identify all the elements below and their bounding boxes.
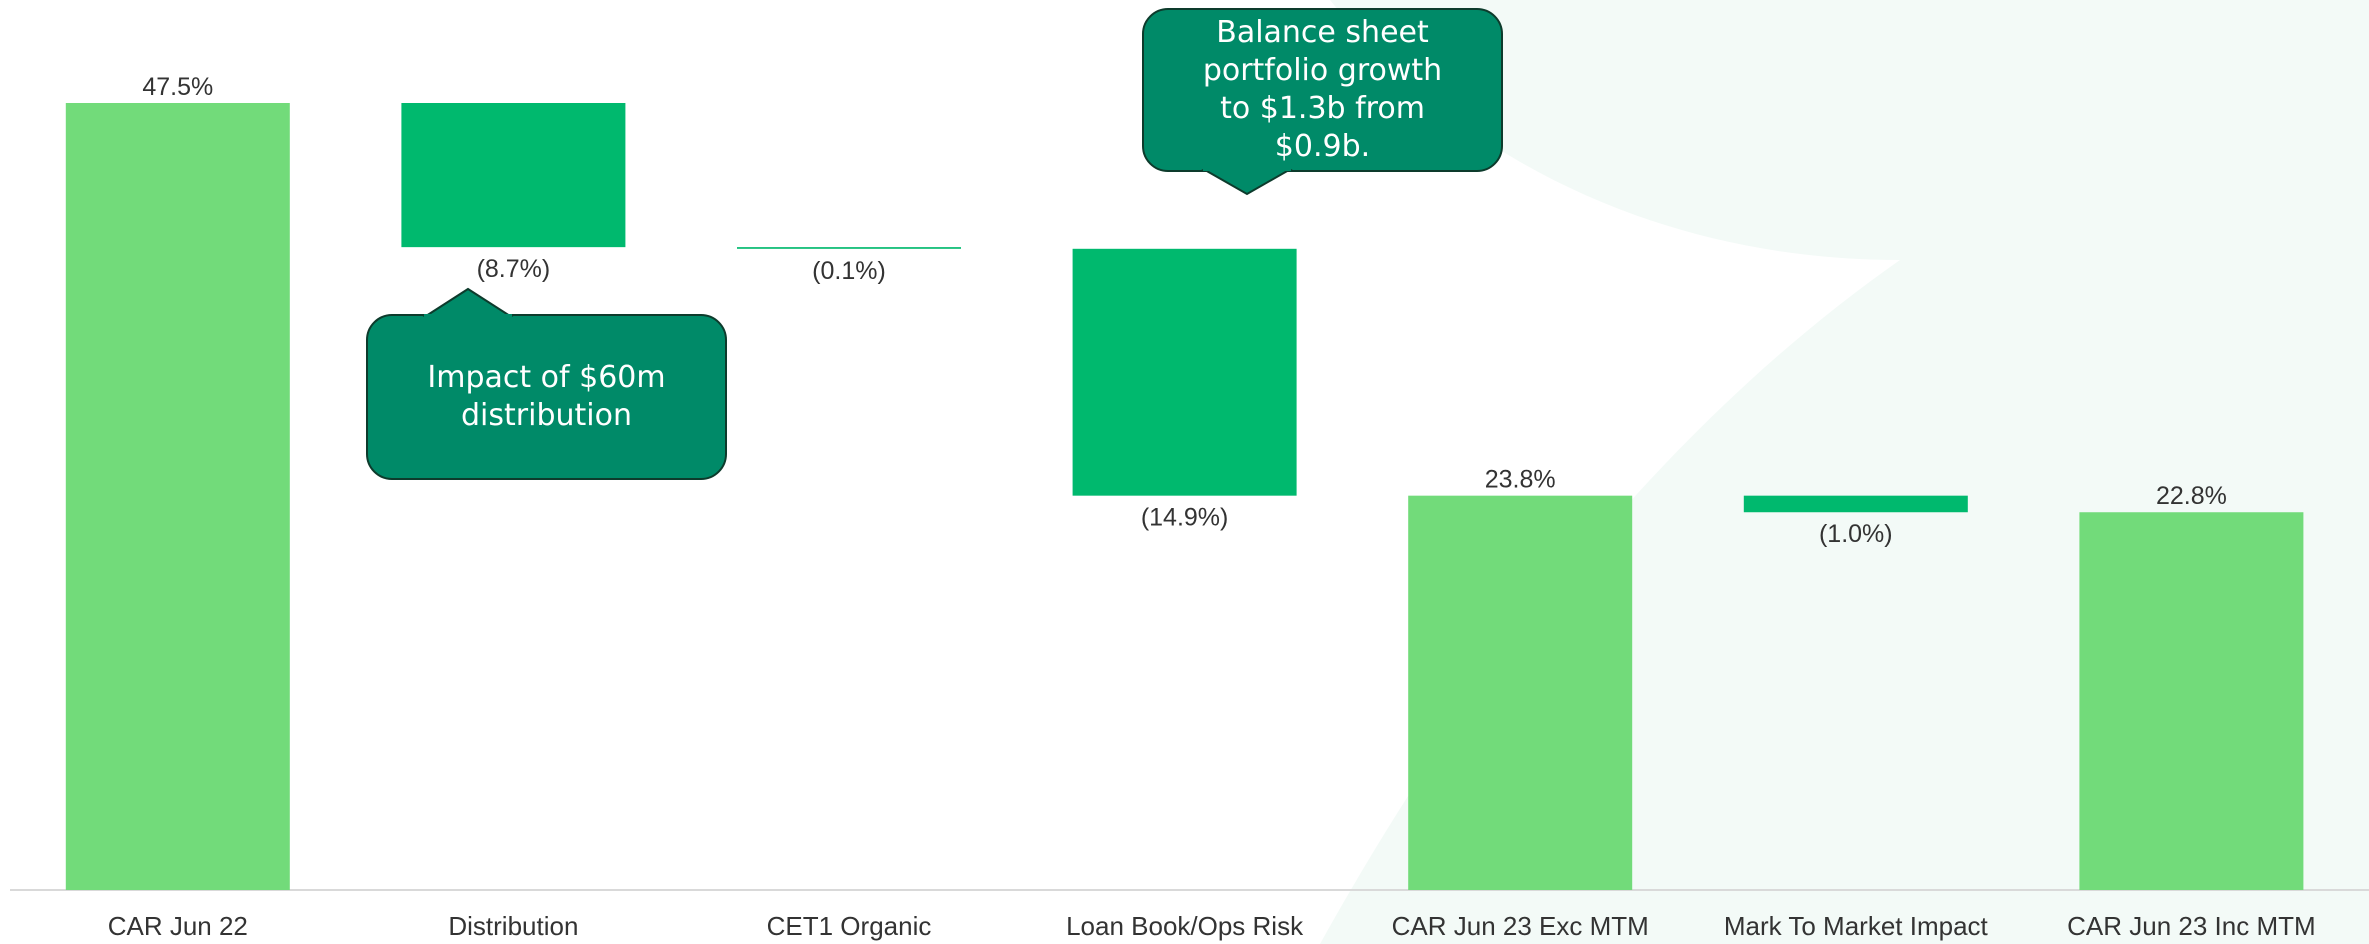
bar [1072, 248, 1297, 496]
x-tick-label: Loan Book/Ops Risk [1066, 911, 1304, 941]
x-tick-label: Mark To Market Impact [1724, 911, 1989, 941]
x-tick-label: CAR Jun 22 [108, 911, 248, 941]
value-label: 22.8% [2156, 482, 2227, 510]
bar [1408, 495, 1633, 890]
value-label: (8.7%) [477, 255, 551, 283]
value-label: 47.5% [142, 73, 213, 101]
bar [1743, 495, 1968, 513]
callout: Impact of $60m distribution [366, 314, 727, 480]
value-label: (1.0%) [1819, 520, 1893, 548]
value-label: (0.1%) [812, 257, 886, 285]
x-tick-label: Distribution [448, 911, 578, 941]
bar [401, 103, 626, 248]
bar [65, 103, 290, 890]
x-tick-label: CAR Jun 23 Exc MTM [1392, 911, 1649, 941]
bar [737, 247, 961, 249]
x-tick-label: CET1 Organic [767, 911, 932, 941]
bar [2079, 512, 2304, 890]
x-tick-label: CAR Jun 23 Inc MTM [2067, 911, 2316, 941]
callout: Balance sheet portfolio growth to $1.3b … [1142, 8, 1503, 172]
value-label: 23.8% [1485, 466, 1556, 494]
value-label: (14.9%) [1141, 504, 1229, 532]
